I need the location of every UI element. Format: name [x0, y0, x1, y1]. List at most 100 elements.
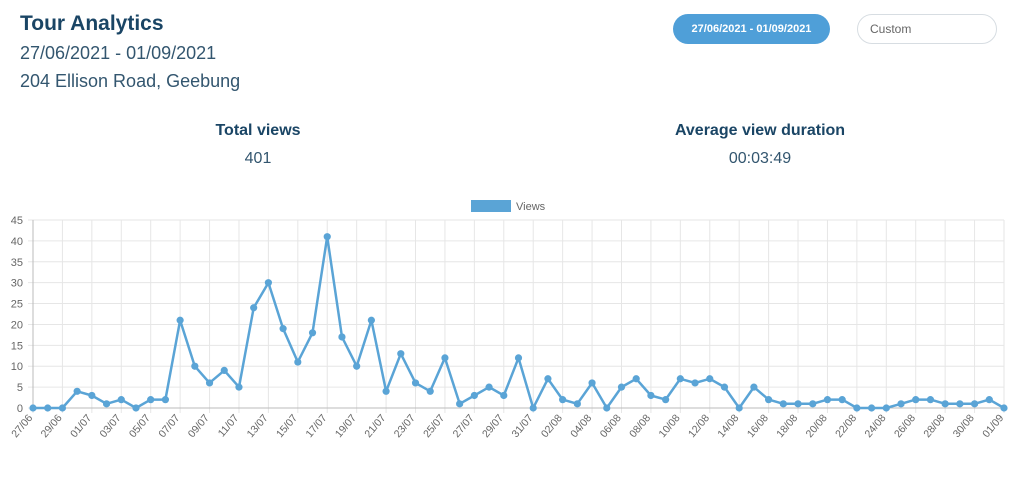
data-point[interactable]: [985, 396, 993, 404]
data-point[interactable]: [926, 396, 935, 404]
x-tick-label: 01/09: [980, 412, 1006, 440]
y-tick-label: 10: [11, 361, 23, 373]
date-range-button[interactable]: 27/06/2021 - 01/09/2021: [673, 14, 830, 44]
data-point[interactable]: [102, 400, 111, 408]
data-point[interactable]: [823, 396, 832, 404]
data-point[interactable]: [264, 279, 272, 287]
data-point[interactable]: [647, 391, 655, 400]
data-point[interactable]: [294, 358, 302, 366]
data-point[interactable]: [750, 383, 758, 391]
data-point[interactable]: [411, 379, 420, 387]
x-tick-label: 10/08: [657, 412, 683, 440]
data-point[interactable]: [235, 383, 243, 391]
data-point[interactable]: [456, 400, 464, 408]
data-point[interactable]: [191, 362, 199, 370]
x-tick-label: 23/07: [392, 412, 418, 440]
data-point[interactable]: [367, 316, 375, 324]
data-point[interactable]: [970, 400, 979, 408]
avg-duration-value: 00:03:49: [728, 150, 792, 167]
x-tick-label: 08/08: [627, 412, 653, 440]
data-point[interactable]: [720, 383, 729, 391]
data-point[interactable]: [323, 233, 331, 241]
x-tick-label: 07/07: [156, 412, 182, 440]
data-point[interactable]: [897, 400, 905, 408]
custom-range-input[interactable]: [857, 14, 997, 44]
x-tick-label: 27/07: [451, 412, 477, 440]
y-tick-label: 45: [11, 215, 23, 227]
x-tick-label: 14/08: [715, 412, 741, 440]
data-point[interactable]: [176, 316, 184, 324]
data-point[interactable]: [514, 354, 523, 362]
data-point[interactable]: [529, 404, 537, 412]
data-point[interactable]: [205, 379, 214, 387]
data-point[interactable]: [250, 304, 258, 312]
data-point[interactable]: [838, 396, 846, 404]
data-point[interactable]: [338, 333, 346, 341]
x-tick-label: 30/08: [951, 412, 977, 440]
data-point[interactable]: [88, 391, 96, 400]
data-point[interactable]: [117, 396, 125, 404]
data-point[interactable]: [882, 404, 890, 412]
x-tick-label: 24/08: [863, 412, 889, 440]
data-point[interactable]: [941, 400, 949, 408]
data-point[interactable]: [603, 404, 611, 412]
data-point[interactable]: [29, 404, 37, 412]
data-point[interactable]: [559, 396, 567, 404]
data-point[interactable]: [956, 400, 964, 408]
y-tick-label: 5: [17, 382, 23, 394]
y-tick-label: 25: [11, 299, 23, 311]
data-point[interactable]: [279, 325, 287, 333]
x-tick-label: 21/07: [362, 412, 388, 440]
data-point[interactable]: [867, 404, 876, 412]
data-point[interactable]: [912, 396, 920, 404]
data-point[interactable]: [382, 387, 390, 395]
data-point[interactable]: [1000, 404, 1008, 412]
data-point[interactable]: [573, 400, 581, 408]
data-point[interactable]: [353, 362, 361, 370]
date-range-text: 27/06/2021 - 01/09/2021: [20, 43, 217, 63]
data-point[interactable]: [500, 391, 508, 400]
data-point[interactable]: [617, 383, 626, 391]
x-tick-label: 04/08: [568, 412, 594, 440]
x-tick-label: 12/08: [686, 412, 712, 440]
data-point[interactable]: [132, 404, 140, 412]
data-point[interactable]: [632, 375, 640, 383]
data-point[interactable]: [58, 404, 67, 412]
data-point[interactable]: [853, 404, 861, 412]
page-title: Tour Analytics: [20, 12, 164, 35]
x-tick-label: 18/08: [774, 412, 800, 440]
data-point[interactable]: [735, 404, 743, 412]
x-tick-label: 20/08: [804, 412, 830, 440]
legend-label: Views: [516, 201, 546, 213]
data-point[interactable]: [220, 366, 228, 374]
data-point[interactable]: [544, 375, 552, 383]
data-point[interactable]: [161, 396, 170, 404]
y-tick-label: 15: [11, 340, 23, 352]
x-tick-label: 26/08: [892, 412, 918, 440]
data-point[interactable]: [147, 396, 155, 404]
avg-duration-stat: Average view duration 00:03:49: [610, 122, 910, 168]
data-point[interactable]: [588, 379, 596, 387]
data-point[interactable]: [706, 375, 714, 383]
data-point[interactable]: [485, 383, 493, 391]
data-point[interactable]: [470, 391, 478, 400]
data-point[interactable]: [794, 400, 802, 408]
data-point[interactable]: [426, 387, 434, 395]
data-point[interactable]: [73, 387, 81, 395]
data-point[interactable]: [691, 379, 699, 387]
avg-duration-label: Average view duration: [674, 122, 846, 139]
data-point[interactable]: [44, 404, 52, 412]
data-point[interactable]: [397, 350, 405, 358]
data-point[interactable]: [662, 396, 670, 404]
data-point[interactable]: [779, 400, 787, 408]
y-tick-label: 30: [11, 278, 23, 290]
data-point[interactable]: [809, 400, 817, 408]
x-tick-label: 03/07: [97, 412, 123, 440]
chart-legend[interactable]: Views: [471, 200, 546, 213]
x-tick-label: 22/08: [833, 412, 859, 440]
data-point[interactable]: [676, 375, 684, 383]
data-point[interactable]: [441, 354, 449, 362]
x-tick-label: 17/07: [303, 412, 329, 440]
data-point[interactable]: [308, 329, 317, 337]
data-point[interactable]: [765, 396, 773, 404]
